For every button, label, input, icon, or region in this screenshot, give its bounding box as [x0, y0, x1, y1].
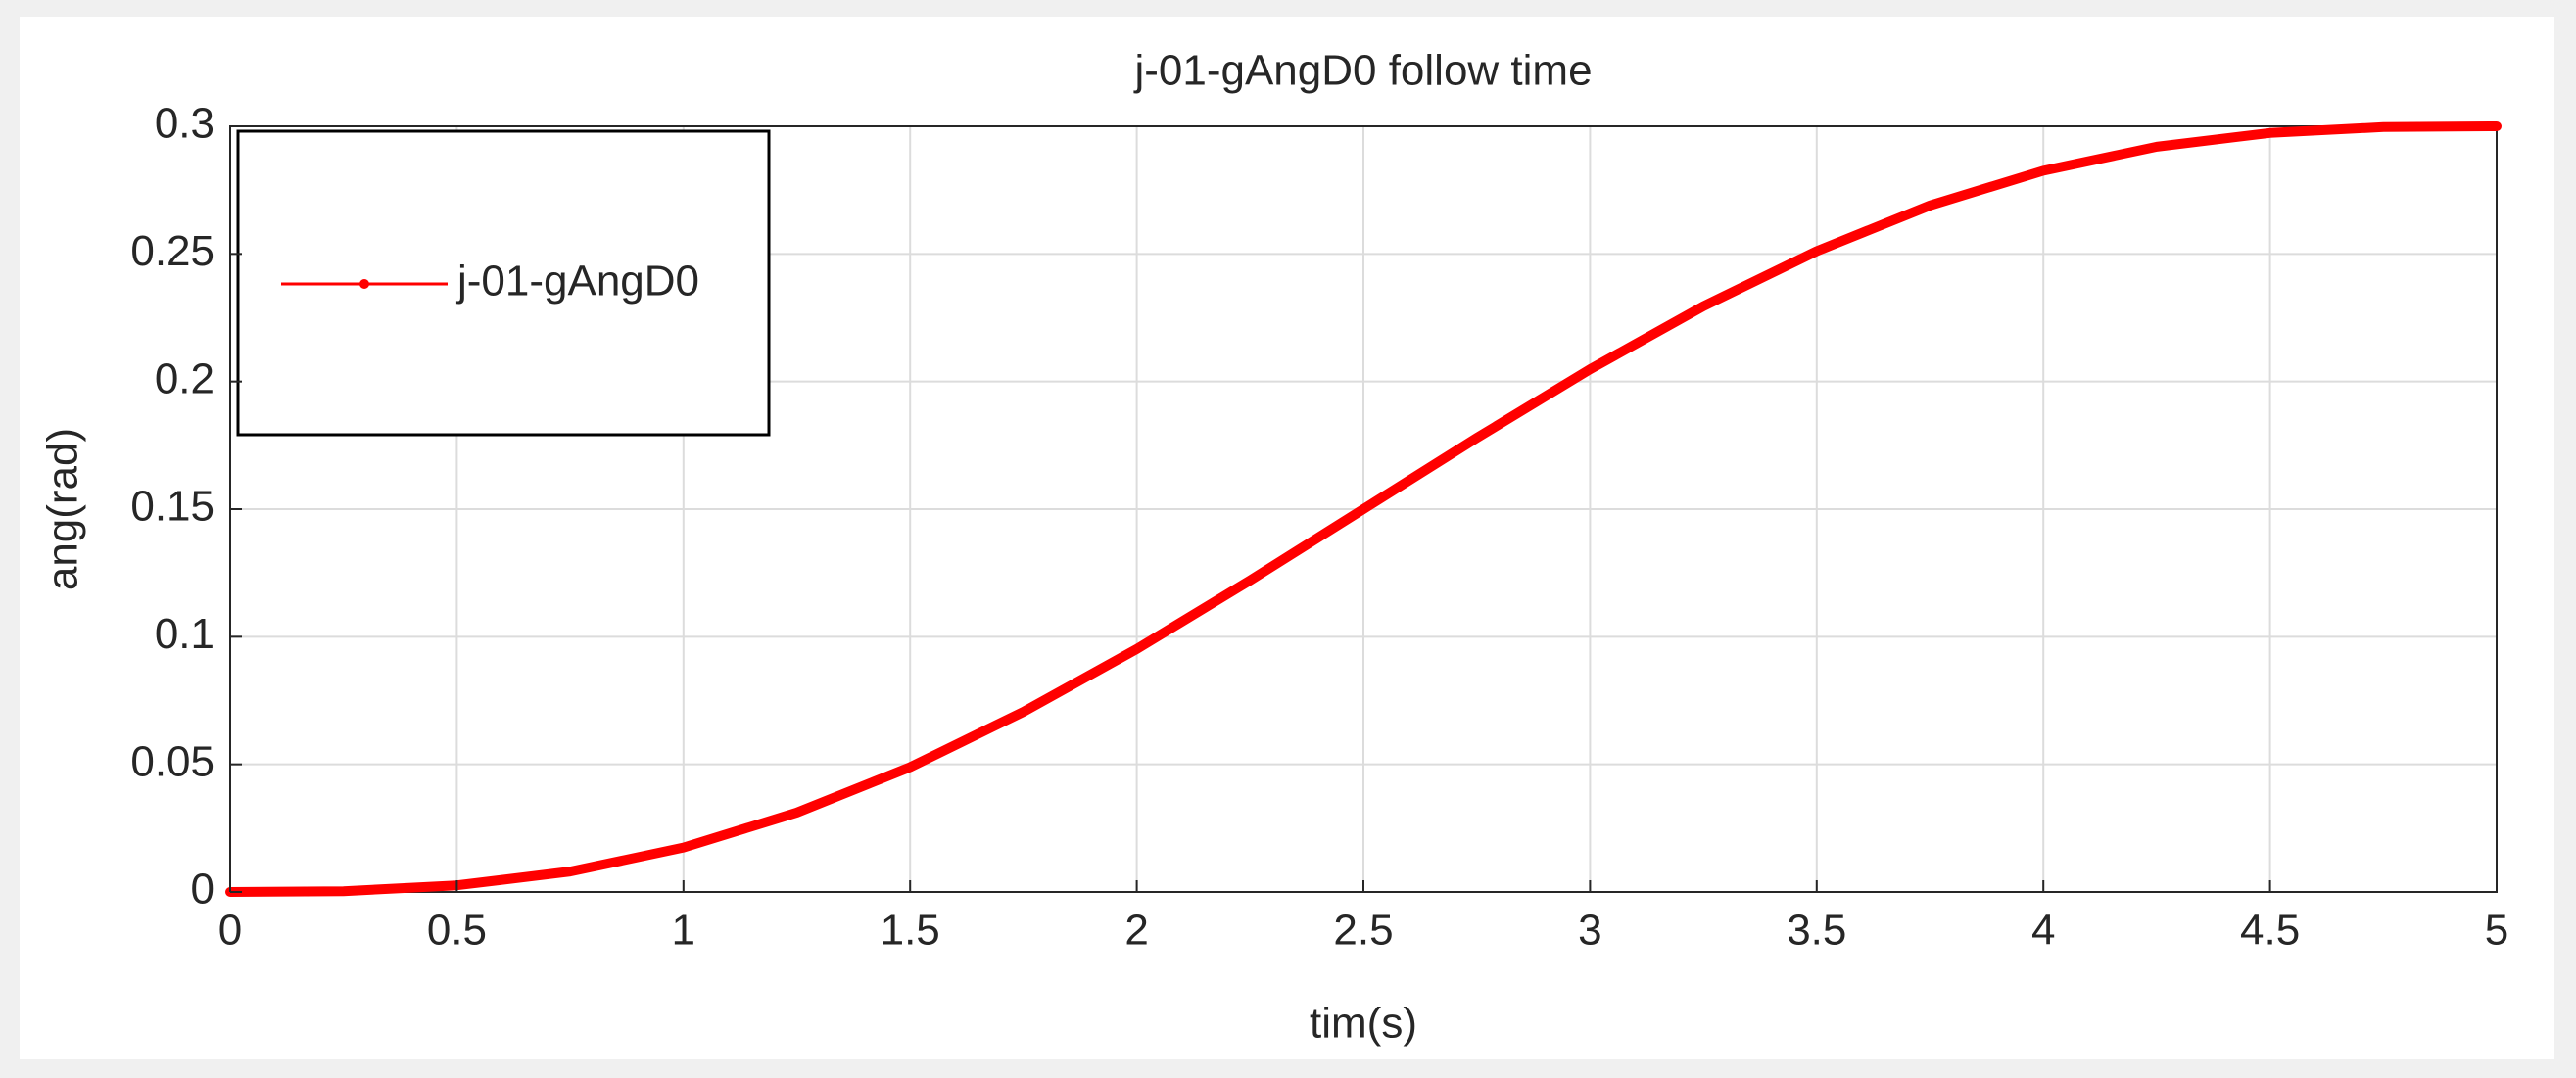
y-tick-label: 0.2	[155, 354, 215, 402]
x-tick-label: 3	[1578, 907, 1601, 955]
x-tick-label: 4.5	[2240, 907, 2300, 955]
x-tick-label: 5	[2485, 907, 2508, 955]
x-tick-label: 3.5	[1787, 907, 1846, 955]
legend-label: j-01-gAngD0	[455, 258, 699, 305]
y-tick-label: 0.05	[130, 737, 215, 785]
data-line	[225, 121, 2502, 897]
y-axis-label: ang(rad)	[39, 428, 87, 590]
x-tick-label: 2.5	[1333, 907, 1393, 955]
legend: j-01-gAngD0	[281, 258, 699, 305]
y-tick-label: 0.15	[130, 483, 215, 531]
x-axis-label: tim(s)	[1310, 1000, 1417, 1048]
x-tick-label: 1	[672, 907, 695, 955]
x-tick-label: 4	[2031, 907, 2055, 955]
y-tick-label: 0	[191, 866, 215, 914]
x-tick-label: 2	[1124, 907, 1148, 955]
legend-marker	[359, 279, 369, 289]
x-tick-label: 0.5	[427, 907, 487, 955]
y-tick-label: 0.1	[155, 610, 215, 658]
x-tick-label: 0	[218, 907, 242, 955]
x-tick-label: 1.5	[881, 907, 940, 955]
y-tick-label: 0.3	[155, 100, 215, 148]
chart-title: j-01-gAngD0 follow time	[1132, 47, 1592, 95]
y-tick-label: 0.25	[130, 227, 215, 275]
marks	[225, 121, 2502, 897]
